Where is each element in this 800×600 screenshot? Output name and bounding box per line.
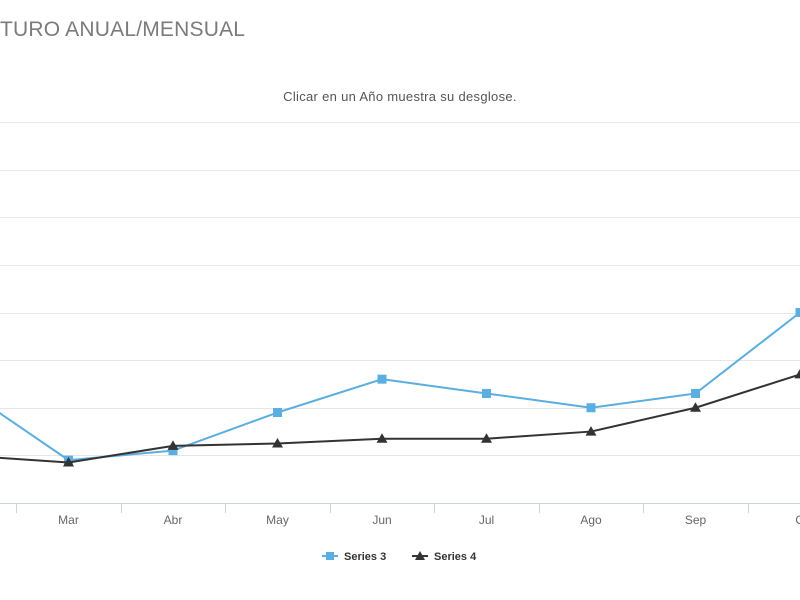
- series-2-point[interactable]: [63, 457, 74, 467]
- series-2-point[interactable]: [690, 402, 701, 412]
- series-2-point[interactable]: [167, 440, 179, 450]
- series-2-point[interactable]: [794, 368, 800, 379]
- series-1-point[interactable]: [795, 308, 800, 317]
- x-tick-label: Mar: [58, 513, 79, 527]
- x-tick-label: O: [795, 513, 800, 527]
- x-tick-label: Abr: [164, 513, 183, 527]
- chart-title: TURO ANUAL/MENSUAL: [0, 18, 246, 41]
- x-tick-label: Sep: [685, 513, 707, 527]
- x-tick-label: Jun: [372, 513, 391, 527]
- legend-marker-1[interactable]: [326, 552, 334, 560]
- legend-label-2[interactable]: Series 4: [434, 551, 477, 563]
- x-tick-label: Jul: [479, 513, 494, 527]
- x-tick-label: May: [266, 513, 289, 527]
- x-tick-label: Ago: [580, 513, 602, 527]
- series-1-point[interactable]: [482, 388, 491, 398]
- series-1-point[interactable]: [691, 388, 700, 398]
- legend-label-1[interactable]: Series 3: [344, 551, 386, 563]
- series-1-point[interactable]: [168, 446, 178, 456]
- series-2-point[interactable]: [376, 433, 388, 443]
- series-2-point[interactable]: [481, 433, 492, 443]
- series-line-2: [0, 373, 800, 464]
- series-1-point[interactable]: [377, 374, 387, 384]
- chart-subtitle: Clicar en un Año muestra su desglose.: [283, 89, 517, 104]
- series-1-point[interactable]: [273, 408, 282, 418]
- series-2-point[interactable]: [585, 426, 597, 436]
- series-1-point[interactable]: [586, 403, 596, 413]
- legend-marker-2[interactable]: [415, 551, 425, 560]
- series-2-point[interactable]: [272, 437, 283, 448]
